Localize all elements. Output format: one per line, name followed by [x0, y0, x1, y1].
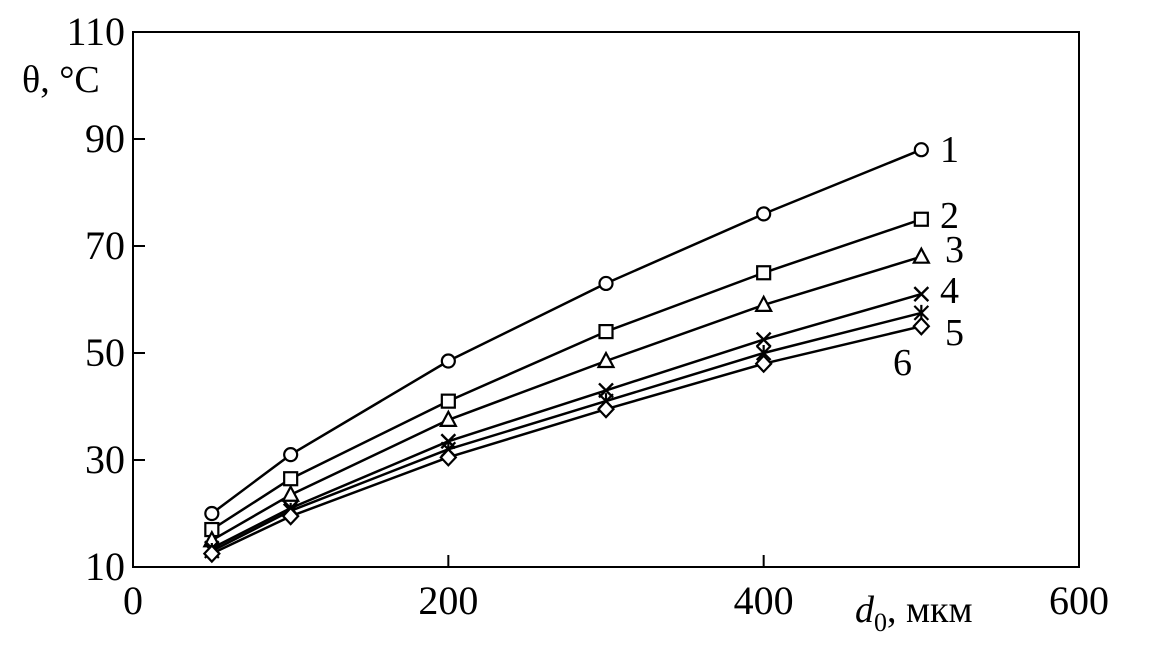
- series-label-5: 5: [945, 312, 964, 354]
- data-point-6: [596, 399, 616, 419]
- x-tick-label: 200: [418, 578, 478, 623]
- plot-frame: [132, 31, 1080, 568]
- x-tick-label: 600: [1049, 578, 1109, 623]
- series-line-5: [211, 311, 922, 553]
- data-point-6: [754, 354, 773, 374]
- data-point-6: [439, 447, 458, 467]
- y-axis-label: θ, °C: [22, 59, 100, 101]
- y-tick-label: 90: [85, 116, 125, 161]
- data-point-6: [281, 506, 300, 526]
- series-line-4: [211, 292, 922, 550]
- data-point-2: [756, 265, 772, 281]
- data-point-2: [598, 324, 614, 340]
- data-point-4: [755, 331, 772, 348]
- x-tick-label: 400: [734, 578, 794, 623]
- data-point-1: [440, 353, 456, 369]
- x-axis-label: d0, мкм: [855, 589, 973, 637]
- x-axis-label-unit: , мкм: [887, 589, 973, 631]
- data-point-3: [281, 484, 301, 502]
- series-line-2: [211, 218, 922, 531]
- data-point-1: [204, 505, 220, 522]
- data-point-2: [440, 393, 456, 409]
- series-line-1: [211, 148, 922, 515]
- series-label-2: 2: [940, 195, 959, 237]
- y-tick-label: 50: [85, 330, 125, 375]
- data-point-1: [283, 447, 299, 463]
- series-label-1: 1: [940, 129, 959, 171]
- data-point-3: [911, 246, 931, 264]
- series-label-3: 3: [945, 229, 964, 271]
- y-tick-label: 30: [85, 437, 125, 482]
- x-tick-label: 0: [123, 578, 143, 623]
- series-label-4: 4: [940, 270, 959, 312]
- series-label-6: 6: [893, 342, 912, 384]
- data-point-3: [438, 409, 458, 427]
- axis-ticks: 10 30 50 70 90 110 0 200 400 600: [66, 9, 1109, 623]
- data-point-4: [913, 286, 930, 302]
- x-axis-label-symbol: d: [855, 589, 875, 631]
- data-point-1: [756, 206, 772, 222]
- x-axis-label-subscript: 0: [874, 608, 887, 637]
- series-line-3: [211, 255, 922, 542]
- data-point-1: [598, 275, 614, 292]
- data-point-3: [754, 294, 774, 312]
- data-point-2: [283, 471, 299, 487]
- y-tick-label: 70: [85, 223, 125, 268]
- series-markers: [202, 142, 931, 564]
- data-point-6: [202, 544, 221, 564]
- data-point-1: [913, 142, 929, 158]
- data-point-3: [596, 350, 616, 369]
- series-lines: [211, 148, 922, 555]
- y-tick-label: 10: [85, 544, 125, 589]
- series-line-6: [211, 325, 922, 555]
- data-point-6: [912, 316, 931, 336]
- y-tick-label: 110: [66, 9, 125, 54]
- data-point-2: [913, 211, 929, 227]
